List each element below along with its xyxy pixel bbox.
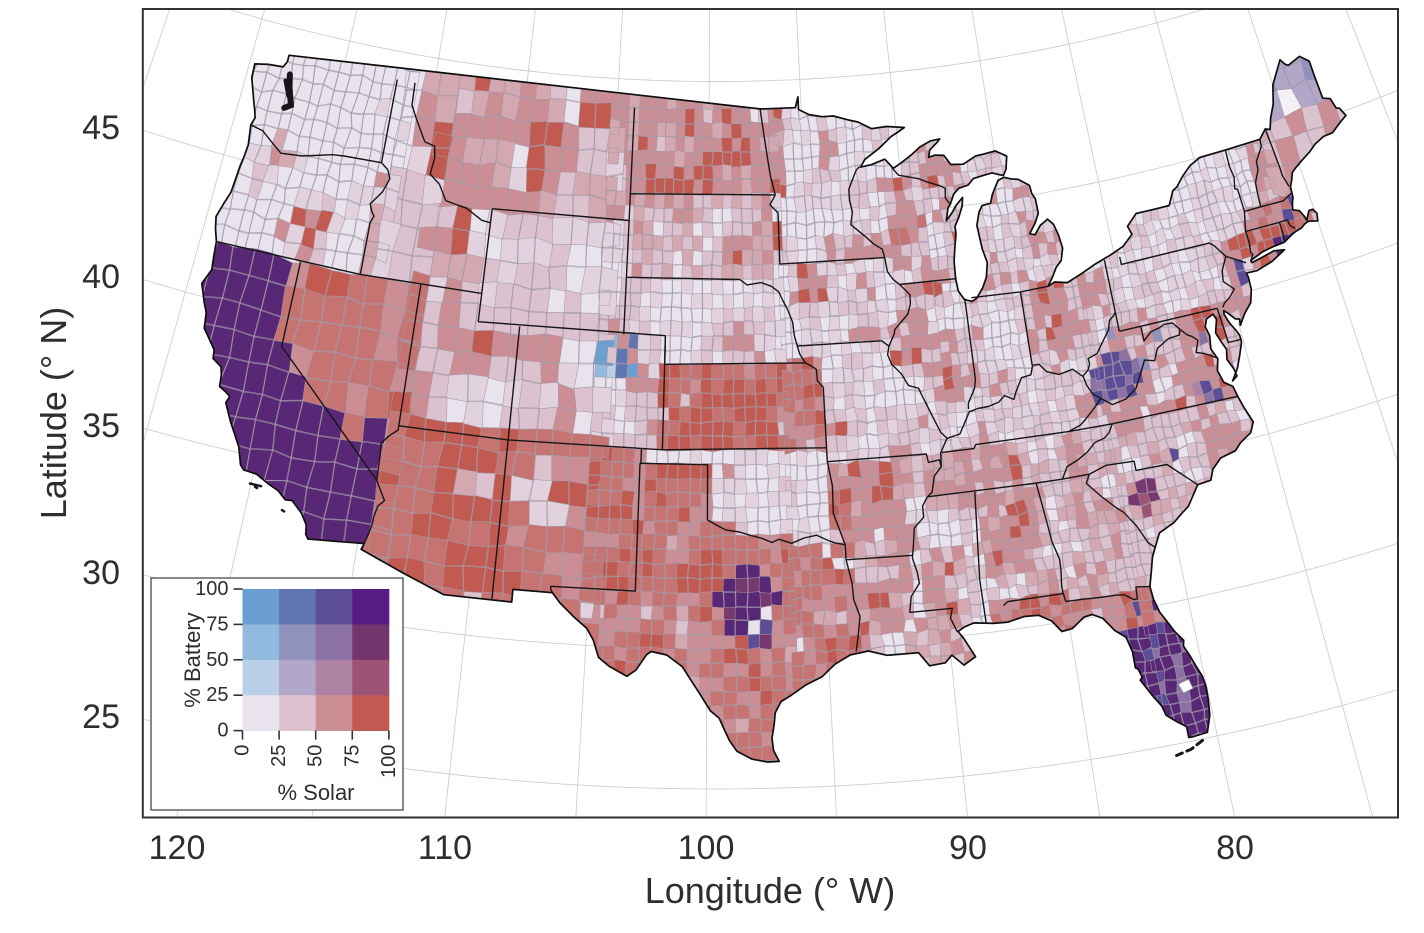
svg-text:90: 90 [949, 829, 987, 867]
svg-text:40: 40 [82, 258, 120, 296]
svg-text:Latitude (° N): Latitude (° N) [33, 307, 74, 519]
svg-text:0: 0 [232, 745, 254, 756]
svg-text:45: 45 [82, 109, 120, 147]
svg-text:35: 35 [82, 407, 120, 445]
svg-text:75: 75 [206, 613, 228, 635]
svg-text:25: 25 [206, 684, 228, 706]
svg-text:120: 120 [149, 829, 206, 867]
svg-text:50: 50 [305, 745, 327, 767]
svg-text:100: 100 [378, 745, 400, 778]
svg-text:50: 50 [206, 649, 228, 671]
svg-text:% Battery: % Battery [180, 612, 205, 707]
svg-text:25: 25 [82, 698, 120, 736]
svg-text:Longitude (° W): Longitude (° W) [645, 870, 896, 911]
svg-text:25: 25 [268, 745, 290, 767]
svg-text:75: 75 [341, 745, 363, 767]
svg-text:100: 100 [195, 578, 228, 600]
svg-text:80: 80 [1216, 829, 1254, 867]
svg-text:30: 30 [82, 554, 120, 592]
svg-text:110: 110 [418, 829, 472, 867]
svg-text:% Solar: % Solar [277, 780, 354, 805]
svg-text:100: 100 [678, 829, 735, 867]
svg-text:0: 0 [217, 720, 228, 742]
